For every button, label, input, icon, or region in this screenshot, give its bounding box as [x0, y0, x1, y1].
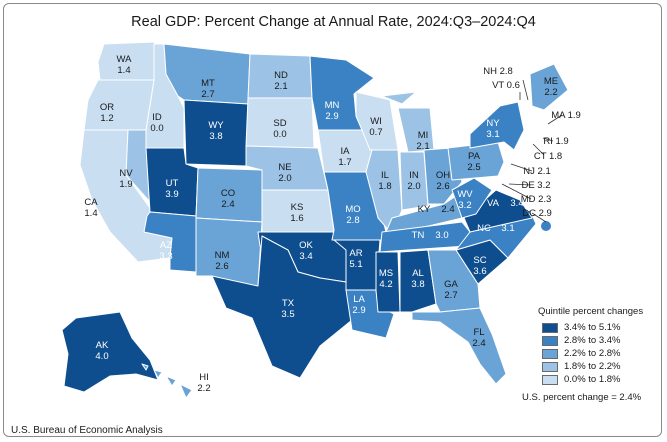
legend-label: 2.2% to 2.8%	[564, 348, 621, 359]
legend-swatch	[542, 322, 558, 333]
state-al	[399, 249, 437, 313]
legend-swatch	[542, 374, 558, 385]
state-label-wy: WY 3.8	[208, 120, 224, 142]
state-me	[529, 63, 569, 111]
legend-label: 1.8% to 2.2%	[564, 361, 621, 372]
state-label-nm: NM 2.6	[215, 250, 230, 272]
state-label-ok: OK 3.4	[299, 240, 313, 262]
callout-label: MA 1.9	[551, 110, 581, 121]
state-label-il: IL 1.8	[378, 170, 391, 192]
callout-label: CT 1.8	[534, 151, 562, 162]
source-note: U.S. Bureau of Economic Analysis	[11, 425, 163, 436]
us-percent-change: U.S. percent change = 2.4%	[522, 392, 642, 403]
state-label-me: ME 2.2	[544, 76, 558, 98]
state-label-pa: PA 2.5	[467, 151, 480, 173]
callout-label: RI 1.9	[543, 136, 568, 147]
state-label-mi: MI 2.1	[416, 130, 429, 152]
state-label-nd: ND 2.1	[274, 70, 288, 92]
state-label-nv: NV 1.9	[119, 168, 133, 190]
state-label-ky: KY 2.4	[418, 204, 455, 215]
state-in	[399, 151, 429, 211]
state-label-la: LA 2.9	[352, 294, 365, 316]
callout-label: MD 2.3	[521, 194, 552, 205]
state-label-fl: FL 2.4	[472, 327, 485, 349]
legend-item: 1.8% to 2.2%	[542, 360, 643, 373]
callout-leader	[531, 212, 547, 223]
state-label-ga: GA 2.7	[444, 279, 458, 301]
callout-label: DE 3.2	[521, 180, 550, 191]
callout-leader	[522, 79, 529, 101]
state-label-id: ID 0.0	[150, 112, 163, 134]
legend-item: 2.2% to 2.8%	[542, 347, 643, 360]
state-il	[365, 149, 403, 235]
state-label-wa: WA 1.4	[117, 54, 133, 76]
state-label-ny: NY 3.1	[486, 118, 500, 140]
legend-title: Quintile percent changes	[538, 306, 644, 317]
state-label-tx: TX 3.5	[281, 298, 294, 320]
state-label-mt: MT 2.7	[201, 78, 215, 100]
state-tx	[211, 235, 353, 379]
legend-label: 3.4% to 5.1%	[564, 322, 621, 333]
state-label-or: OR 1.2	[100, 102, 114, 124]
state-label-ne: NE 2.0	[278, 162, 291, 184]
legend-item: 2.8% to 3.4%	[542, 334, 643, 347]
state-hi	[141, 363, 193, 399]
callout-label: NH 2.8	[483, 66, 513, 77]
state-or	[83, 79, 155, 131]
legend-label: 2.8% to 3.4%	[564, 335, 621, 346]
callout-leader	[510, 163, 533, 172]
state-label-ar: AR 5.1	[349, 248, 362, 270]
state-label-in: IN 2.0	[407, 170, 420, 192]
callout-leader	[532, 143, 545, 156]
legend-swatch	[542, 335, 558, 346]
state-dc	[541, 221, 551, 231]
state-label-wv: WV 3.2	[457, 189, 473, 211]
state-label-nc: NC 3.1	[477, 223, 514, 234]
callout-leader	[547, 114, 563, 125]
state-label-az: AZ 3.3	[159, 240, 172, 262]
state-wv	[451, 177, 493, 219]
map-title: Real GDP: Percent Change at Annual Rate,…	[131, 14, 536, 30]
state-label-mn: MN 2.9	[325, 100, 340, 122]
state-ak	[61, 311, 159, 393]
callout-leader	[542, 137, 554, 142]
state-label-hi: HI 2.2	[197, 372, 210, 394]
state-va	[463, 189, 533, 233]
state-label-sd: SD 0.0	[273, 118, 286, 140]
legend-label: 0.0% to 1.8%	[564, 374, 621, 385]
state-label-tn: TN 3.0	[412, 230, 449, 241]
state-label-al: AL 3.8	[411, 268, 424, 290]
state-fl	[411, 307, 507, 385]
callout-leader	[501, 183, 532, 200]
legend-item: 0.0% to 1.8%	[542, 373, 643, 386]
state-label-ca: CA 1.4	[84, 197, 98, 219]
callout-label: VT 0.6	[492, 80, 520, 91]
state-label-ks: KS 1.6	[290, 202, 303, 224]
state-label-co: CO 2.4	[221, 188, 235, 210]
state-label-sc: SC 3.6	[473, 255, 486, 277]
legend-swatch	[542, 361, 558, 372]
state-ms	[375, 251, 401, 313]
callout-leader	[508, 183, 532, 186]
state-label-ia: IA 1.7	[338, 146, 351, 168]
callout-label: DC 2.9	[522, 208, 552, 219]
state-label-ak: AK 4.0	[95, 340, 109, 362]
state-label-ms: MS 4.2	[379, 268, 393, 290]
state-label-va: VA 3.4	[487, 198, 524, 209]
state-label-oh: OH 2.6	[436, 170, 450, 192]
state-label-ut: UT 3.9	[165, 178, 178, 200]
state-label-wi: WI 0.7	[369, 116, 382, 138]
state-label-mo: MO 2.8	[345, 204, 360, 226]
callout-label: NJ 2.1	[523, 166, 550, 177]
legend-swatch	[542, 348, 558, 359]
legend: Quintile percent changes 3.4% to 5.1% 2.…	[522, 306, 644, 403]
legend-item: 3.4% to 5.1%	[542, 321, 643, 334]
state-ny	[469, 101, 525, 151]
